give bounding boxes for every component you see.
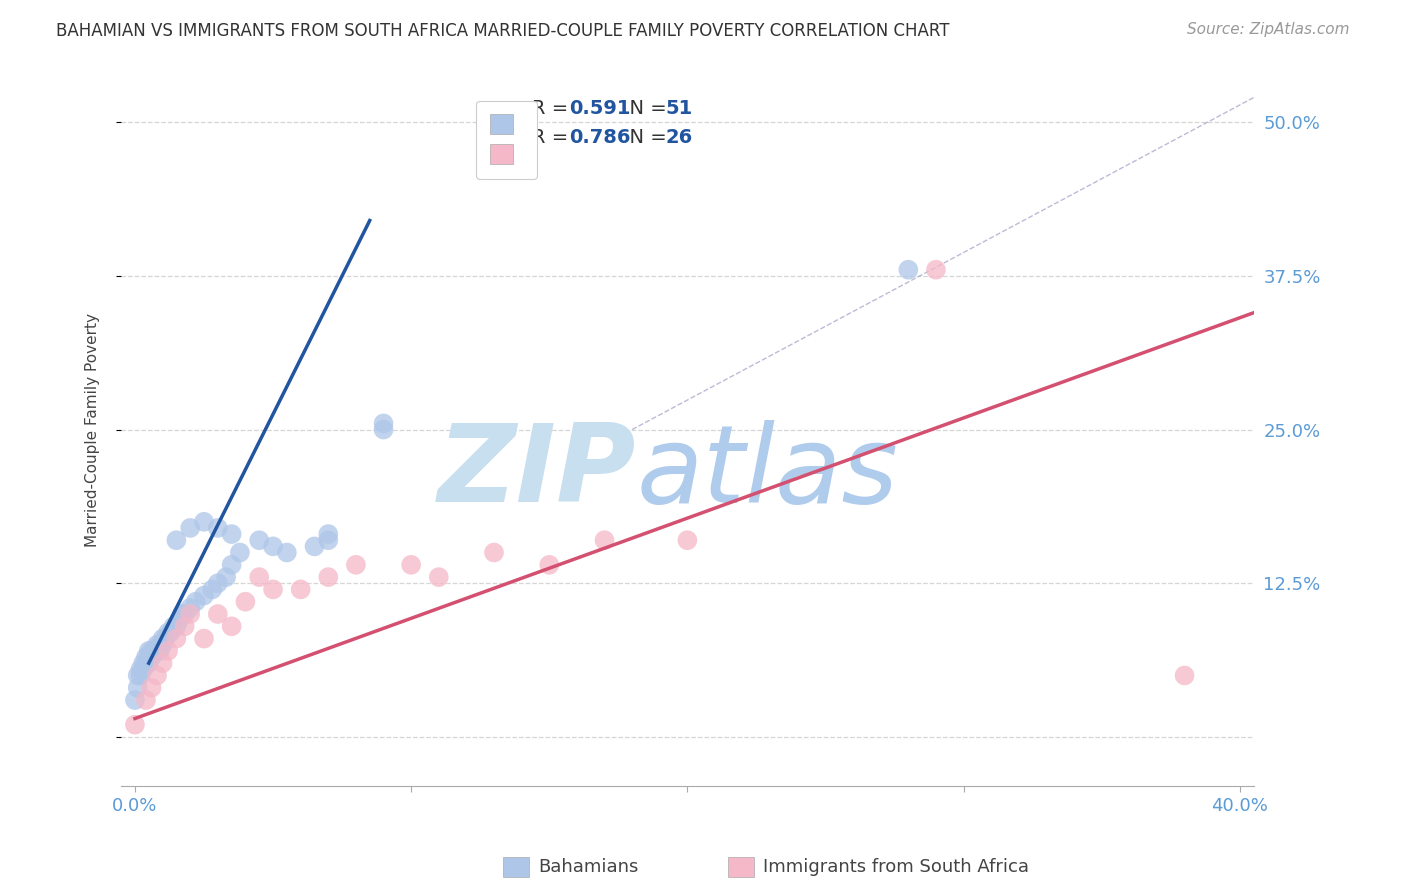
Text: 0.786: 0.786 (569, 128, 631, 146)
Point (897, 262, 920, 277)
Point (124, 717, 146, 731)
Point (138, 644, 160, 658)
Point (193, 515, 215, 529)
Text: ZIP: ZIP (439, 419, 637, 525)
Point (124, 693, 146, 707)
Point (135, 656, 157, 670)
Point (290, 582, 312, 597)
Point (1173, 668, 1195, 682)
Point (141, 650, 163, 665)
Point (184, 595, 207, 609)
Point (201, 582, 224, 597)
Point (173, 607, 195, 621)
Legend: , : , (477, 101, 537, 178)
Text: 51: 51 (666, 99, 693, 118)
Text: R =: R = (533, 99, 575, 118)
Point (141, 681, 163, 695)
Point (138, 656, 160, 670)
Point (221, 527, 243, 541)
Point (149, 638, 172, 652)
Text: Bahamians: Bahamians (538, 858, 638, 876)
Point (276, 545, 298, 559)
Text: 0.591: 0.591 (569, 99, 631, 118)
Point (141, 644, 163, 658)
Point (157, 644, 180, 658)
Point (157, 625, 180, 640)
Text: Immigrants from South Africa: Immigrants from South Africa (763, 858, 1029, 876)
Point (221, 619, 243, 633)
Point (538, 558, 561, 572)
Y-axis label: Married-Couple Family Poverty: Married-Couple Family Poverty (86, 312, 100, 547)
Point (143, 644, 166, 658)
Point (262, 582, 284, 597)
Point (304, 540, 326, 554)
Point (193, 632, 215, 646)
Point (146, 644, 169, 658)
Point (925, 262, 948, 277)
Point (165, 619, 187, 633)
Point (138, 650, 160, 665)
Point (129, 668, 152, 682)
Point (344, 558, 367, 572)
Point (229, 545, 252, 559)
Point (247, 570, 270, 584)
Text: R =: R = (533, 128, 575, 146)
Point (146, 668, 169, 682)
Point (193, 589, 215, 603)
Point (170, 607, 193, 621)
Point (160, 625, 183, 640)
Point (427, 570, 450, 584)
Point (316, 527, 339, 541)
Point (173, 619, 195, 633)
Point (247, 533, 270, 548)
Point (152, 638, 174, 652)
Point (676, 533, 699, 548)
Text: N =: N = (617, 99, 673, 118)
Point (127, 681, 149, 695)
Point (179, 521, 201, 535)
Point (165, 533, 187, 548)
Point (167, 613, 190, 627)
Point (127, 668, 149, 682)
Point (135, 650, 157, 665)
Point (165, 632, 187, 646)
Text: atlas: atlas (637, 420, 898, 524)
Point (235, 595, 257, 609)
Point (149, 644, 172, 658)
Point (179, 600, 201, 615)
Point (152, 632, 174, 646)
Point (316, 533, 339, 548)
Point (482, 545, 505, 559)
Point (132, 662, 155, 676)
Point (155, 632, 177, 646)
Text: N =: N = (617, 128, 673, 146)
Text: BAHAMIAN VS IMMIGRANTS FROM SOUTH AFRICA MARRIED-COUPLE FAMILY POVERTY CORRELATI: BAHAMIAN VS IMMIGRANTS FROM SOUTH AFRICA… (56, 22, 949, 40)
Point (316, 570, 339, 584)
Point (179, 607, 201, 621)
Point (146, 638, 169, 652)
Point (207, 607, 229, 621)
Text: Source: ZipAtlas.com: Source: ZipAtlas.com (1187, 22, 1350, 37)
Point (221, 558, 243, 572)
Point (207, 521, 229, 535)
Point (132, 656, 155, 670)
Point (152, 656, 174, 670)
Point (262, 540, 284, 554)
Point (399, 558, 422, 572)
Text: 26: 26 (666, 128, 693, 146)
Point (593, 533, 616, 548)
Point (129, 662, 152, 676)
Point (215, 570, 238, 584)
Point (135, 693, 157, 707)
Point (162, 619, 184, 633)
Point (373, 417, 395, 431)
Point (373, 423, 395, 437)
Point (207, 576, 229, 591)
